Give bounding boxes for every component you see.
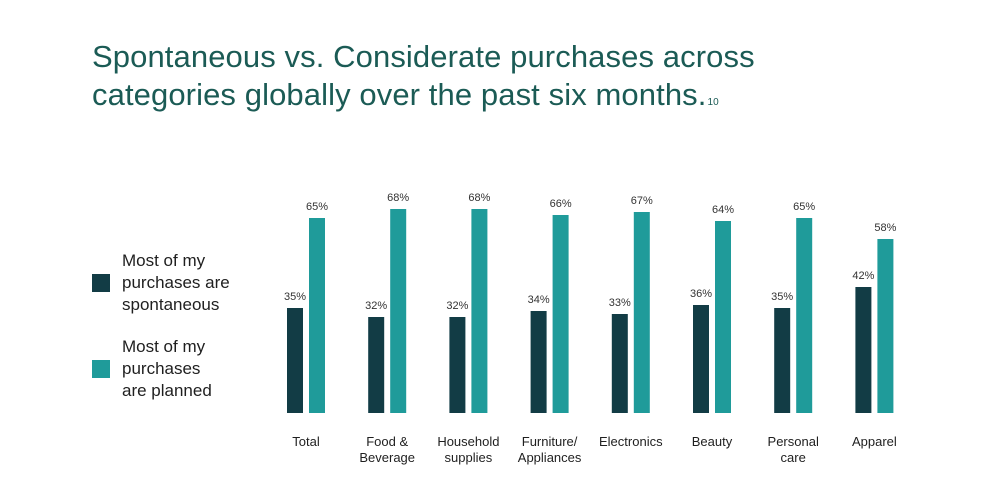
bar-spontaneous-0 — [287, 308, 303, 413]
legend-swatch-spontaneous — [92, 274, 110, 292]
bar-spontaneous-5 — [693, 305, 709, 413]
value-label-spontaneous-0: 35% — [284, 291, 306, 303]
value-label-planned-4: 67% — [631, 195, 653, 207]
bar-planned-1 — [390, 209, 407, 413]
bar-planned-5 — [715, 221, 731, 413]
bar-planned-0 — [309, 218, 325, 413]
bar-spontaneous-3 — [530, 311, 547, 413]
value-label-spontaneous-7: 42% — [852, 270, 874, 282]
bar-spontaneous-4 — [611, 314, 628, 413]
chart-title: Spontaneous vs. Considerate purchases ac… — [92, 39, 755, 112]
category-label-7: Apparel — [852, 434, 897, 449]
value-label-planned-2: 68% — [468, 192, 490, 204]
bar-planned-6 — [796, 218, 813, 413]
value-label-spontaneous-5: 36% — [690, 288, 712, 300]
legend-label-spontaneous: Most of my purchases are spontaneous — [122, 251, 230, 314]
bar-spontaneous-1 — [368, 317, 385, 413]
value-label-spontaneous-4: 33% — [609, 297, 631, 309]
value-label-spontaneous-6: 35% — [771, 291, 793, 303]
bar-planned-7 — [877, 239, 894, 413]
category-label-0: Total — [292, 434, 320, 449]
value-label-spontaneous-2: 32% — [446, 300, 468, 312]
bar-spontaneous-2 — [449, 317, 466, 413]
value-label-spontaneous-1: 32% — [365, 300, 387, 312]
category-label-4: Electronics — [599, 434, 663, 449]
value-label-planned-7: 58% — [874, 222, 896, 234]
bar-spontaneous-6 — [774, 308, 791, 413]
value-label-spontaneous-3: 34% — [528, 294, 550, 306]
value-label-planned-0: 65% — [306, 201, 328, 213]
value-label-planned-3: 66% — [550, 198, 572, 210]
bar-planned-2 — [471, 209, 488, 413]
category-label-2: Household supplies — [437, 434, 499, 465]
footnote-marker: 10 — [707, 97, 719, 108]
value-label-planned-1: 68% — [387, 192, 409, 204]
bar-planned-3 — [552, 215, 569, 413]
category-label-1: Food & Beverage — [359, 434, 415, 465]
category-label-5: Beauty — [692, 434, 733, 449]
bar-spontaneous-7 — [855, 287, 872, 413]
legend-item-spontaneous: Most of my purchases are spontaneous — [92, 250, 272, 316]
category-label-6: Personal care — [768, 434, 819, 465]
value-label-planned-6: 65% — [793, 201, 815, 213]
legend: Most of my purchases are spontaneous Mos… — [92, 250, 272, 422]
legend-item-planned: Most of my purchases are planned — [92, 336, 272, 402]
bar-planned-4 — [633, 212, 650, 413]
value-label-planned-5: 64% — [712, 204, 734, 216]
category-label-3: Furniture/Appliances — [518, 434, 582, 465]
legend-label-planned: Most of my purchases are planned — [122, 337, 212, 400]
legend-swatch-planned — [92, 360, 110, 378]
